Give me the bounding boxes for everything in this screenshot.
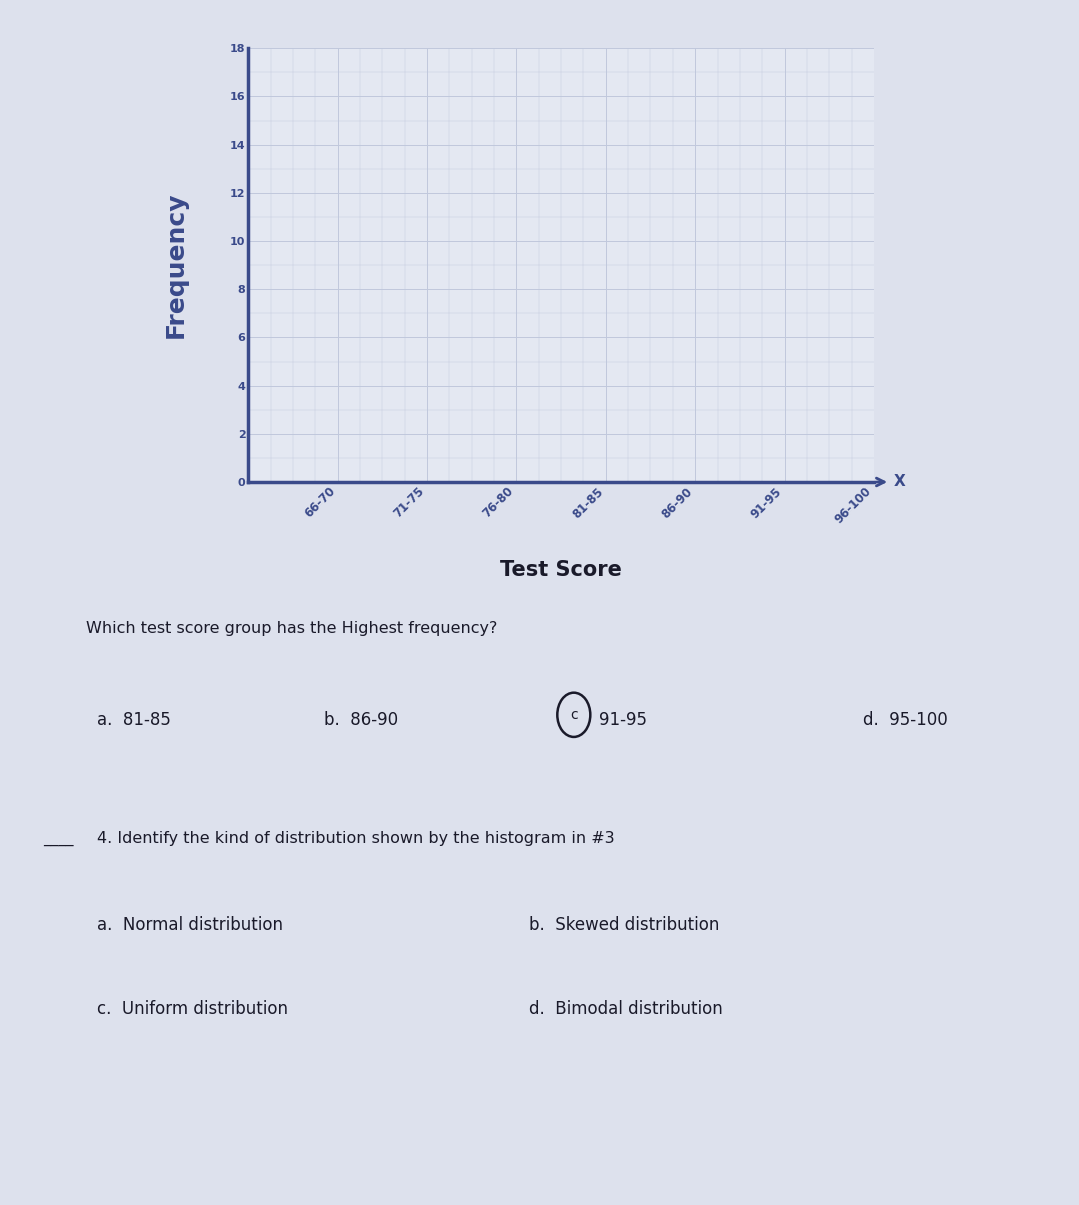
Text: b.  Skewed distribution: b. Skewed distribution bbox=[529, 916, 719, 934]
Text: X: X bbox=[893, 475, 905, 489]
Text: c.  Uniform distribution: c. Uniform distribution bbox=[97, 1000, 288, 1018]
Y-axis label: Frequency: Frequency bbox=[164, 192, 188, 339]
Text: Which test score group has the Highest frequency?: Which test score group has the Highest f… bbox=[86, 621, 497, 635]
Text: c: c bbox=[570, 707, 577, 722]
Text: d.  95-100: d. 95-100 bbox=[863, 711, 948, 729]
Text: d.  Bimodal distribution: d. Bimodal distribution bbox=[529, 1000, 723, 1018]
Text: Test Score: Test Score bbox=[501, 560, 622, 581]
Text: 4. Identify the kind of distribution shown by the histogram in #3: 4. Identify the kind of distribution sho… bbox=[97, 831, 615, 846]
Text: 91-95: 91-95 bbox=[599, 711, 646, 729]
Text: ____: ____ bbox=[43, 831, 73, 846]
Text: a.  Normal distribution: a. Normal distribution bbox=[97, 916, 283, 934]
Text: a.  81-85: a. 81-85 bbox=[97, 711, 170, 729]
Text: b.  86-90: b. 86-90 bbox=[324, 711, 398, 729]
